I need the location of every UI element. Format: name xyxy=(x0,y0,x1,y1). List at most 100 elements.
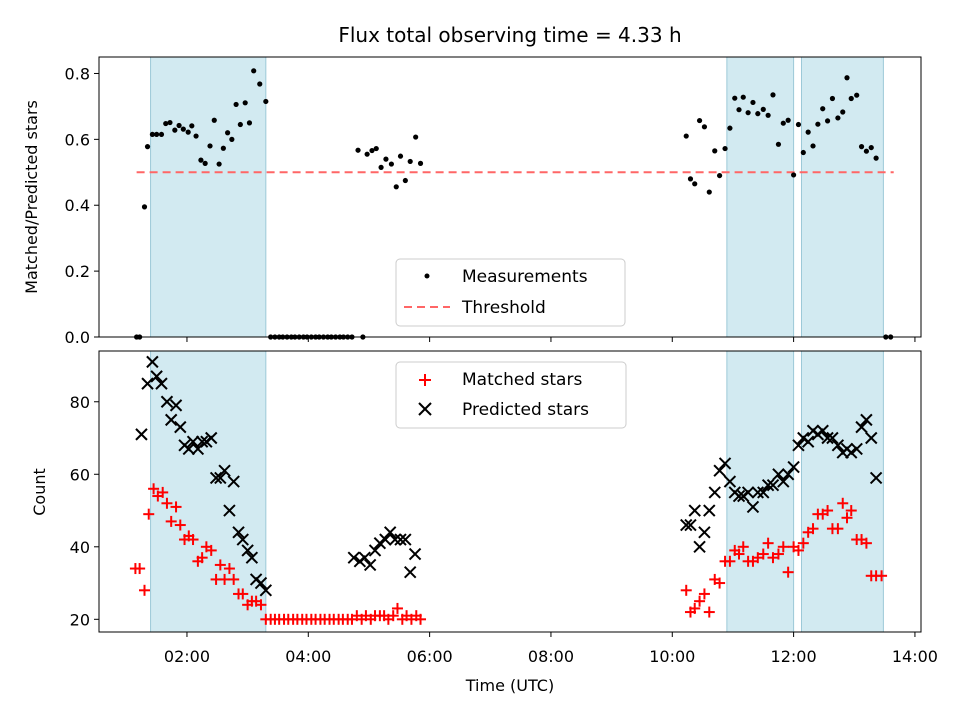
measurement-point xyxy=(144,144,151,150)
measurement-point xyxy=(722,145,728,152)
predicted-star-point xyxy=(259,584,273,597)
predicted-star-point xyxy=(363,558,377,572)
matched-star-point xyxy=(680,584,692,596)
predicted-star-mark xyxy=(845,446,858,459)
predicted-star-point xyxy=(141,377,154,390)
matched-star-point xyxy=(782,566,794,578)
predicted-star-point xyxy=(781,468,795,481)
matched-star-point xyxy=(148,483,160,495)
predicted-star-mark xyxy=(399,533,412,546)
measurement-point xyxy=(760,106,766,112)
measurement-point xyxy=(873,155,879,161)
predicted-star-mark xyxy=(155,377,168,390)
measurement-point xyxy=(193,133,199,139)
matched-star-point xyxy=(187,534,199,546)
measurement-point xyxy=(246,120,253,126)
measurement-point xyxy=(863,148,870,154)
predicted-star-mark xyxy=(404,565,417,579)
predicted-star-mark xyxy=(218,464,231,477)
measurement-point xyxy=(687,176,694,182)
measurement-point xyxy=(780,120,786,126)
predicted-star-point xyxy=(850,442,863,456)
predicted-star-point xyxy=(801,435,815,448)
predicted-star-mark xyxy=(684,518,697,532)
measurement-point xyxy=(716,172,723,179)
bottom-x-ticks: 02:00 04:00 06:00 08:00 10:00 12:00 14:00 xyxy=(164,632,938,666)
predicted-star-point xyxy=(223,504,236,517)
measurement-point xyxy=(815,121,821,127)
predicted-star-point xyxy=(732,489,746,503)
predicted-star-mark xyxy=(383,526,397,539)
chart-title: Flux total observing time = 4.33 h xyxy=(338,23,681,47)
y-tick-label: 0.6 xyxy=(65,130,90,149)
x-axis-label: Time (UTC) xyxy=(465,676,554,695)
top-panel: 0.00.20.40.60.8 Matched/Predicted stars … xyxy=(22,56,922,347)
measurement-point xyxy=(141,204,148,210)
measurement-point xyxy=(163,120,169,127)
legend-threshold: Threshold xyxy=(461,298,546,318)
predicted-star-point xyxy=(869,471,883,485)
measurement-point xyxy=(251,68,257,74)
measurement-point xyxy=(167,119,173,126)
measurement-point xyxy=(785,117,791,123)
matched-star-point xyxy=(822,505,834,517)
measurement-point xyxy=(696,117,703,124)
predicted-star-point xyxy=(146,355,159,369)
matched-star-point xyxy=(724,555,736,567)
predicted-star-mark xyxy=(801,435,815,448)
measurement-point xyxy=(732,95,738,101)
predicted-star-mark xyxy=(777,475,790,488)
measurement-point xyxy=(706,189,712,195)
predicted-star-point xyxy=(135,428,148,441)
measurement-point xyxy=(824,118,831,124)
predicted-star-point xyxy=(388,533,402,546)
predicted-star-mark xyxy=(379,533,392,546)
measurement-point xyxy=(220,145,226,151)
y-tick-label: 0.8 xyxy=(65,64,90,83)
matched-star-point xyxy=(757,548,769,560)
predicted-star-point xyxy=(218,464,231,477)
measurement-point xyxy=(263,98,269,105)
matched-star-point xyxy=(860,537,872,549)
predicted-star-mark xyxy=(254,576,268,590)
shaded-interval xyxy=(800,56,884,338)
predicted-star-point xyxy=(723,475,737,488)
predicted-star-point xyxy=(777,475,790,488)
matched-star-point xyxy=(143,508,155,520)
predicted-star-mark xyxy=(865,431,878,445)
predicted-star-point xyxy=(816,424,829,437)
matched-star-point xyxy=(845,505,857,517)
matched-star-point xyxy=(170,501,182,513)
predicted-star-mark xyxy=(164,413,178,427)
predicted-star-mark xyxy=(141,377,154,390)
predicted-star-mark xyxy=(781,468,795,481)
predicted-star-point xyxy=(164,413,178,427)
x-tick-label: 14:00 xyxy=(892,647,938,666)
predicted-star-mark xyxy=(766,478,780,492)
predicted-star-point xyxy=(693,540,706,554)
predicted-star-point xyxy=(368,544,382,557)
predicted-star-point xyxy=(169,399,183,412)
measurement-point xyxy=(378,164,384,170)
predicted-star-point xyxy=(404,565,417,579)
matched-star-point xyxy=(134,563,146,575)
predicted-star-point xyxy=(383,526,397,539)
measurement-point xyxy=(180,126,186,132)
predicted-star-mark xyxy=(746,500,760,514)
y-tick-label: 60 xyxy=(70,465,90,484)
x-tick-label: 10:00 xyxy=(649,647,695,666)
measurement-point xyxy=(417,160,424,166)
measurement-point xyxy=(701,124,708,130)
matched-star-point xyxy=(792,544,804,556)
predicted-star-point xyxy=(182,442,195,456)
y-tick-label: 0.0 xyxy=(65,328,90,347)
predicted-star-mark xyxy=(816,424,829,437)
matched-star-point xyxy=(772,548,784,560)
predicted-star-mark xyxy=(708,486,721,499)
predicted-star-mark xyxy=(757,486,770,499)
matched-star-point xyxy=(237,588,249,600)
matched-legend-marker xyxy=(419,374,431,386)
y-tick-label: 80 xyxy=(70,393,90,412)
measurement-point xyxy=(727,125,733,131)
